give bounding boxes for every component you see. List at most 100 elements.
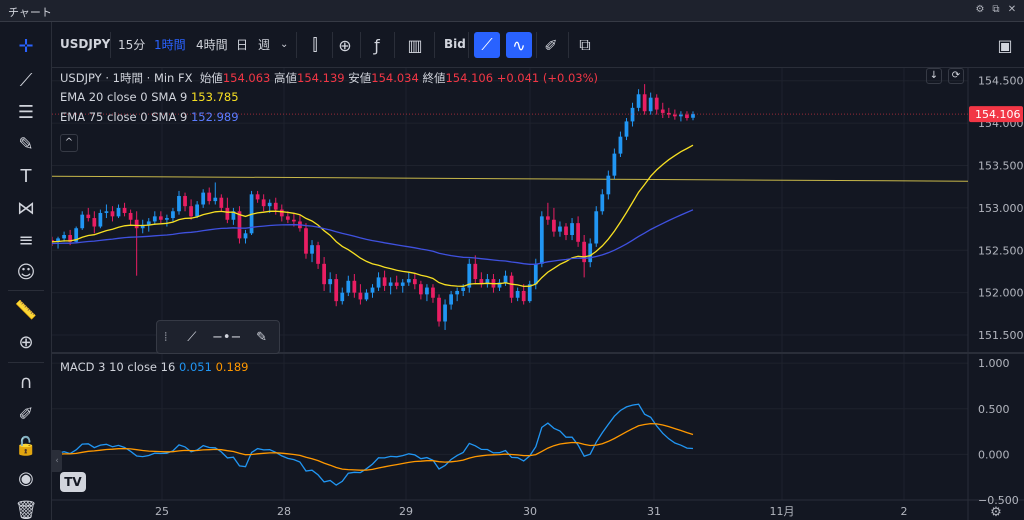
measure-lines-icon[interactable]: ≡ (18, 229, 34, 251)
candle-body (261, 199, 266, 207)
candle-body (285, 216, 290, 220)
candle-body (642, 94, 647, 112)
ruler-icon[interactable]: 📏 (14, 299, 38, 321)
brush-icon[interactable]: ✎ (18, 133, 34, 155)
close-icon[interactable]: ✕ (1007, 4, 1017, 15)
indicators-icon[interactable]: ƒ (374, 35, 380, 55)
candle-body (479, 279, 484, 285)
price-tick-label: 153.000 (978, 202, 1024, 215)
candle-body (334, 279, 339, 302)
copy-icon[interactable]: ⧉ (579, 35, 591, 54)
interval-15m[interactable]: 15分 (118, 37, 146, 52)
interval-1h[interactable]: 1時間 (154, 37, 186, 52)
drag-handle-icon[interactable]: ⁞ (163, 329, 168, 345)
pattern-icon[interactable]: ⋈ (17, 197, 35, 219)
trash-icon[interactable]: 🗑 (14, 499, 38, 520)
chart-area[interactable]: 154.500 154.000 153.500 153.000 152.500 152.0… (50, 68, 1024, 520)
candle-body (171, 211, 175, 219)
candle-body (400, 282, 405, 286)
text-icon[interactable]: T (20, 165, 32, 187)
macd-tick-label: 1.000 (978, 357, 1010, 370)
emoji-icon[interactable]: ☺ (16, 261, 36, 283)
candle-body (68, 235, 73, 242)
legend-macd[interactable]: MACD 3 10 close 16 0.051 0.189 (60, 360, 249, 374)
interval-week[interactable]: 週 (258, 37, 271, 52)
lock-pencil-icon[interactable]: ✐ (18, 403, 34, 425)
candle-body (691, 114, 695, 118)
candle-body (177, 196, 181, 212)
eye-icon[interactable]: ◉ (18, 467, 34, 489)
ema75-label: EMA 75 close 0 SMA 9 (60, 110, 188, 124)
candle-body (666, 112, 671, 115)
ema20-value: 153.785 (190, 90, 239, 104)
candle-body (86, 214, 91, 219)
settings-icon[interactable]: ⚙ (975, 4, 985, 15)
last-price-label: 154.106 (975, 108, 1021, 121)
candle-body (582, 241, 587, 263)
scroll-down-icon[interactable]: ↓ (926, 68, 942, 84)
legend-high-label: 高値 (274, 71, 298, 85)
trend-line-icon[interactable]: ⟋ (19, 69, 33, 91)
horizontal-lines-icon[interactable]: ☰ (17, 101, 35, 123)
pulse-toggle-icon[interactable]: ∿ (506, 32, 532, 58)
paint-bucket-icon[interactable]: ✐ (544, 35, 558, 55)
candle-body (92, 218, 97, 227)
layout-icon[interactable]: ▣ (997, 35, 1013, 55)
legend-ema75[interactable]: EMA 75 close 0 SMA 9 152.989 (60, 110, 239, 124)
chart-canvas[interactable]: 154.500154.000153.500153.000152.500152.0… (50, 68, 1024, 520)
candle-body (279, 209, 284, 217)
candle-body (292, 219, 296, 222)
candle-body (660, 109, 665, 113)
time-tick-label: 25 (155, 505, 169, 518)
candle-style-icon[interactable]: ⫿ (312, 35, 318, 54)
price-tick-label: 152.000 (978, 287, 1024, 300)
trend-toggle-icon[interactable]: ⟋ (474, 32, 500, 58)
price-type-button[interactable]: Bid (444, 37, 466, 51)
time-tick-label: 2 (901, 505, 908, 518)
magnet-icon[interactable]: ∩ (19, 371, 33, 393)
legend-close-label: 終値 (422, 71, 446, 85)
time-tick-label: 28 (277, 505, 291, 518)
horizontal-ray-icon[interactable]: −•− (211, 329, 242, 345)
zoom-in-icon[interactable]: ⊕ (18, 331, 34, 353)
candle-body (576, 223, 580, 242)
candle-body (255, 194, 260, 200)
candle-body (624, 121, 629, 137)
compare-icon[interactable]: ⊕ (338, 35, 352, 55)
candle-body (539, 216, 544, 264)
brush-icon[interactable]: ✎ (256, 329, 268, 345)
crosshair-icon[interactable]: ✛ (18, 35, 34, 57)
interval-4h[interactable]: 4時間 (196, 37, 228, 52)
price-tick-label: 152.500 (978, 244, 1024, 257)
interval-day[interactable]: 日 (236, 37, 249, 52)
legend-ema20[interactable]: EMA 20 close 0 SMA 9 153.785 (60, 90, 239, 104)
candle-body (50, 240, 54, 242)
window-title: チャート (8, 6, 52, 19)
candle-body (461, 287, 466, 291)
candle-body (189, 206, 193, 217)
popout-icon[interactable]: ⧉ (992, 4, 1000, 15)
trend-line-icon[interactable]: ⟋ (187, 329, 197, 345)
candle-body (207, 192, 212, 202)
candle-body (685, 114, 689, 119)
candle-body (152, 216, 157, 222)
candle-body (672, 114, 677, 117)
candle-body (503, 275, 508, 283)
candle-body (600, 194, 605, 212)
chevron-down-icon[interactable]: ⌄ (280, 38, 289, 50)
candle-body (485, 279, 490, 285)
candle-body (382, 277, 387, 286)
candle-body (316, 245, 320, 264)
bar-chart-icon[interactable]: ▥ (407, 35, 423, 55)
time-tick-label: 31 (647, 505, 661, 518)
macd-tick-label: −0.500 (978, 494, 1019, 507)
collapse-legend-button[interactable]: ^ (60, 134, 78, 152)
candle-body (527, 284, 532, 302)
lock-icon[interactable]: 🔓 (14, 435, 38, 457)
reset-chart-icon[interactable]: ⟳ (948, 68, 964, 84)
legend-low: 154.034 (371, 71, 419, 85)
symbol-search[interactable]: USDJPY (60, 37, 111, 51)
candle-body (509, 275, 514, 298)
collapse-toolbar-handle[interactable]: ‹ (52, 450, 62, 472)
legend-symbol: USDJPY (60, 71, 102, 85)
